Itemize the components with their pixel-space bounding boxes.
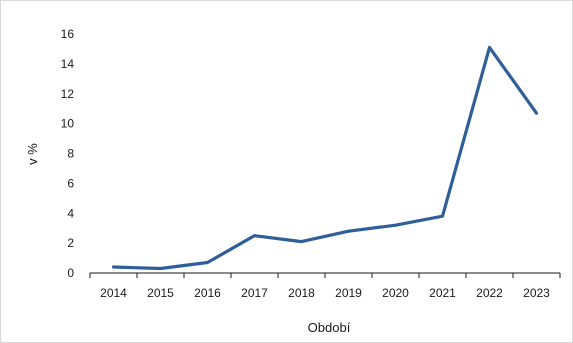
x-tick-label: 2018 <box>288 286 315 300</box>
x-tick-label: 2022 <box>476 286 503 300</box>
y-tick-label: 0 <box>67 266 74 280</box>
y-tick-label: 8 <box>67 147 74 161</box>
x-tick-label: 2016 <box>194 286 221 300</box>
x-tick-label: 2020 <box>382 286 409 300</box>
y-axis-title: v % <box>25 143 40 165</box>
y-tick-label: 14 <box>61 57 75 71</box>
x-tick-label: 2017 <box>241 286 268 300</box>
y-tick-label: 16 <box>61 27 75 41</box>
y-tick-label: 2 <box>67 236 74 250</box>
y-tick-label: 4 <box>67 206 74 220</box>
series-line <box>111 45 539 271</box>
x-tick-label: 2015 <box>147 286 174 300</box>
x-axis-title: Období <box>308 320 351 335</box>
y-tick-label: 10 <box>61 117 75 131</box>
x-tick-label: 2023 <box>523 286 550 300</box>
x-tick-label: 2019 <box>335 286 362 300</box>
y-tick-label: 6 <box>67 176 74 190</box>
x-axis-ticks: 2014 2015 2016 2017 2018 2019 2020 2021 2022 2023 <box>89 273 561 300</box>
x-tick-label: 2021 <box>429 286 456 300</box>
y-tick-label: 12 <box>61 87 75 101</box>
y-axis-ticks: 0 2 4 6 8 10 12 14 16 <box>61 27 75 280</box>
x-tick-label: 2014 <box>100 286 127 300</box>
